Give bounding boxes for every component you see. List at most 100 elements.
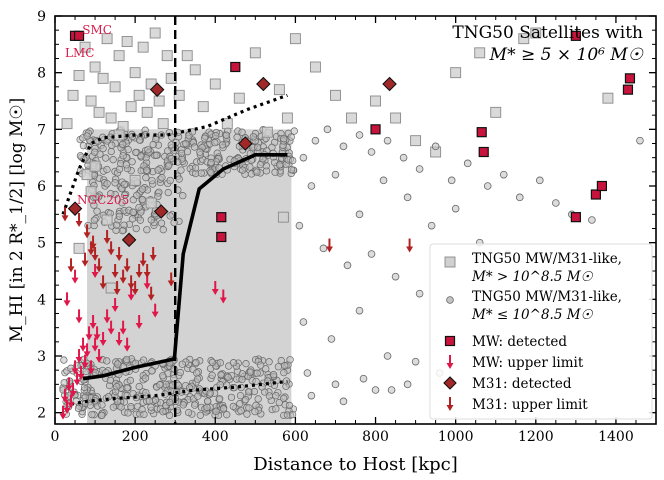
series-1-point (320, 245, 327, 252)
tng-cloud-point (104, 166, 111, 173)
tng-cloud-point (121, 181, 128, 188)
tng-cloud-point (272, 169, 279, 176)
x-tick-label: 1200 (518, 429, 554, 445)
series-2-point (479, 148, 488, 157)
series-0-point (74, 71, 84, 81)
tng-cloud-point (138, 152, 145, 159)
tng-cloud-point (179, 192, 186, 199)
tng-cloud-point (236, 400, 243, 407)
series-3-point (76, 309, 83, 323)
tng-cloud-point (254, 370, 261, 377)
series-0-point (603, 93, 613, 103)
tng-cloud-point (239, 167, 246, 174)
tng-cloud-point (251, 388, 258, 395)
tng-cloud-point (94, 208, 101, 215)
series-1-point (404, 381, 411, 388)
tng-cloud-point (239, 376, 246, 383)
tng-cloud-point (159, 174, 166, 181)
tng-cloud-point (99, 412, 106, 419)
tng-cloud-point (77, 153, 84, 160)
tng-cloud-point (254, 169, 261, 176)
tng-cloud-point (123, 356, 130, 363)
tng-cloud-point (128, 403, 135, 410)
tng-cloud-point (289, 157, 296, 164)
series-0-point (130, 68, 140, 78)
tng-cloud-point (157, 381, 164, 388)
series-0-point (411, 136, 421, 146)
series-1-point (516, 194, 523, 201)
series-0-point (68, 90, 78, 100)
series-0-point (102, 215, 112, 225)
series-0-point (154, 96, 164, 106)
series-0-point (122, 37, 132, 47)
legend-marker-mw-detected (446, 337, 455, 346)
tng-cloud-point (201, 135, 208, 142)
series-1-point (388, 387, 395, 394)
tng-cloud-point (108, 142, 115, 149)
series-0-point (250, 48, 260, 58)
series-1-point (380, 177, 387, 184)
tng-cloud-point (136, 383, 143, 390)
series-0-point (134, 90, 144, 100)
series-0-point (74, 243, 84, 253)
tng-cloud-point (208, 169, 215, 176)
series-0-point (210, 79, 220, 89)
series-0-point (310, 62, 320, 72)
series-1-point (464, 160, 471, 167)
series-0-point (114, 51, 124, 61)
tng-cloud-point (144, 226, 151, 233)
tng-cloud-point (270, 371, 277, 378)
series-4-point (257, 78, 270, 91)
tng-cloud-point (204, 398, 211, 405)
tng-cloud-point (218, 371, 225, 378)
tng-cloud-point (280, 395, 287, 402)
tng-cloud-point (257, 362, 264, 369)
tng-cloud-point (177, 369, 184, 376)
tng-cloud-point (283, 378, 290, 385)
y-tick-label: 8 (37, 66, 46, 82)
series-1-point (384, 137, 391, 144)
series-0-point (162, 51, 172, 61)
tng-cloud-point (124, 385, 131, 392)
legend-entry-label: MW: detected (472, 334, 567, 350)
tng-cloud-point (211, 139, 218, 146)
tng-cloud-point (250, 133, 257, 140)
arrow-head (406, 247, 413, 253)
tng-cloud-point (179, 361, 186, 368)
tng-cloud-point (152, 397, 159, 404)
series-5-point (406, 239, 413, 253)
tng-cloud-point (104, 180, 111, 187)
x-tick-label: 400 (202, 429, 229, 445)
tng-cloud-point (288, 166, 295, 173)
tng-cloud-point (273, 406, 280, 413)
series-0-point (90, 62, 100, 72)
tng-cloud-point (160, 226, 167, 233)
x-tick-label: 1000 (438, 429, 474, 445)
series-1-point (552, 200, 559, 207)
tng-cloud-point (107, 377, 114, 384)
tng-cloud-point (237, 392, 244, 399)
tng-cloud-point (204, 404, 211, 411)
y-axis-label: M_HI [in 2 R*_1/2] [log M☉] (7, 98, 27, 343)
tng-cloud-point (103, 358, 110, 365)
series-1-point (300, 154, 307, 161)
x-tick-label: 600 (282, 429, 309, 445)
tng-cloud-point (116, 166, 123, 173)
tng-cloud-point (137, 217, 144, 224)
tng-cloud-point (286, 402, 293, 409)
tng-cloud-point (143, 167, 150, 174)
annotation-label: SMC (82, 23, 112, 37)
tng-cloud-point (223, 132, 230, 139)
tng-cloud-point (119, 227, 126, 234)
annotation-label: NGC205 (77, 193, 129, 207)
tng-cloud-point (234, 134, 241, 141)
tng-cloud-point (61, 357, 68, 364)
tng-cloud-point (155, 167, 162, 174)
tng-cloud-point (165, 162, 172, 169)
tng-cloud-point (291, 128, 298, 135)
tng-cloud-point (194, 376, 201, 383)
series-0-point (90, 161, 100, 171)
legend-entry-label: MW: upper limit (472, 355, 584, 371)
series-5-point (62, 207, 69, 221)
tng-cloud-point (247, 369, 254, 376)
